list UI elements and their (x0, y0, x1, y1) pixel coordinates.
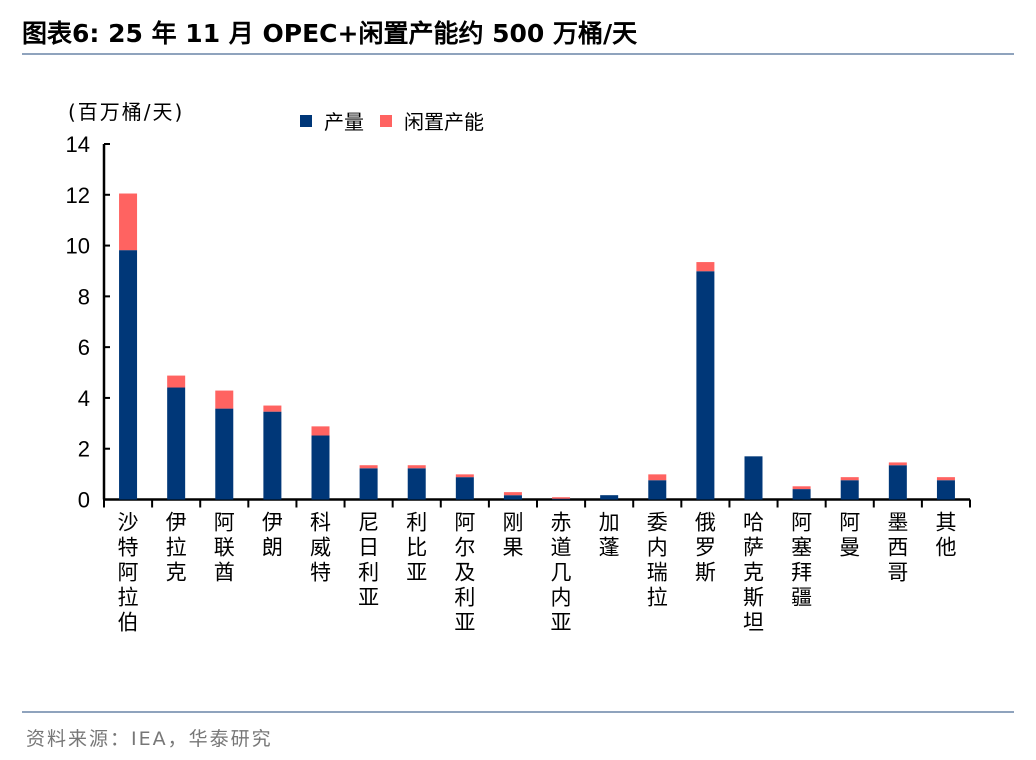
legend-swatch-production (300, 114, 312, 127)
x-tick-label: 墨西哥 (887, 511, 908, 585)
bar-spare-capacity (503, 492, 522, 496)
legend-label-production: 产量 (324, 110, 364, 134)
y-tick-label: 0 (78, 488, 90, 513)
bar-spare-capacity (552, 497, 571, 499)
x-tick-label: 阿塞拜疆 (791, 511, 812, 610)
bar-production (744, 456, 763, 500)
bar-spare-capacity (263, 405, 282, 412)
bar-spare-capacity (119, 193, 138, 251)
bar-spare-capacity (311, 426, 330, 436)
y-tick-label: 10 (66, 234, 90, 259)
bar-production (167, 387, 186, 500)
bar-spare-capacity (888, 462, 907, 466)
bar-spare-capacity (792, 486, 811, 490)
legend: 产量 闲置产能 (300, 106, 484, 135)
bar-spare-capacity (407, 465, 426, 469)
x-tick-label: 赤道几内亚 (551, 511, 572, 635)
y-tick-label: 6 (78, 335, 90, 360)
legend-label-spare: 闲置产能 (404, 110, 484, 134)
x-tick-label: 俄罗斯 (695, 511, 716, 585)
bar-production (696, 271, 715, 500)
y-tick-label: 4 (78, 386, 90, 411)
x-tick-label: 利比亚 (406, 511, 427, 585)
bar-production (936, 480, 955, 500)
x-tick-label: 伊朗 (262, 511, 283, 560)
x-tick-label: 阿联酋 (214, 511, 235, 585)
bar-production (792, 489, 811, 500)
bar-production (311, 435, 330, 500)
x-tick-label: 其他 (935, 511, 956, 560)
bar-chart: 0 2 4 6 8 10 12 14 沙特阿拉伯 伊拉克 阿联酋 伊朗 科威特 尼日利亚 利比亚 阿尔及利亚 刚… (66, 132, 971, 635)
bar-production (455, 477, 474, 500)
y-axis-unit-label: (百万桶/天) (68, 100, 185, 124)
bar-production (215, 408, 234, 500)
bar-spare-capacity (696, 262, 715, 272)
bar-production (407, 468, 426, 500)
bar-production (648, 480, 667, 500)
bar-spare-capacity (936, 477, 955, 481)
bar-spare-capacity (840, 477, 859, 481)
bar-production (263, 411, 282, 500)
top-divider (22, 53, 1014, 55)
bar-production (552, 498, 571, 500)
x-tick-label: 刚果 (502, 511, 523, 560)
bar-spare-capacity (359, 465, 378, 469)
y-tick-label: 14 (66, 132, 90, 157)
source-note: 资料来源：IEA，华泰研究 (26, 728, 273, 750)
bar-production (600, 495, 619, 500)
bar-spare-capacity (215, 390, 234, 409)
x-tick-label: 哈萨克斯坦 (743, 511, 764, 635)
bar-production (359, 468, 378, 500)
x-tick-label: 阿曼 (839, 511, 860, 560)
bar-spare-capacity (648, 474, 667, 481)
y-tick-label: 2 (78, 437, 90, 462)
bar-production (503, 495, 522, 500)
bar-spare-capacity (455, 474, 474, 478)
x-tick-label: 委内瑞拉 (647, 511, 668, 610)
legend-swatch-spare (380, 114, 392, 127)
x-tick-label: 尼日利亚 (358, 511, 379, 610)
bar-production (840, 480, 859, 500)
x-tick-label: 阿尔及利亚 (454, 511, 475, 635)
bottom-divider (22, 711, 1014, 713)
bar-spare-capacity (167, 375, 186, 388)
x-tick-label: 沙特阿拉伯 (118, 511, 139, 635)
y-tick-label: 12 (66, 183, 90, 208)
y-tick-label: 8 (78, 284, 90, 309)
bar-production (888, 465, 907, 500)
x-tick-label: 科威特 (310, 511, 331, 585)
x-tick-label: 伊拉克 (166, 511, 187, 585)
figure-title: 图表6: 25 年 11 月 OPEC+闲置产能约 500 万桶/天 (22, 19, 638, 48)
bar-production (119, 250, 138, 500)
x-tick-label: 加蓬 (599, 511, 620, 560)
